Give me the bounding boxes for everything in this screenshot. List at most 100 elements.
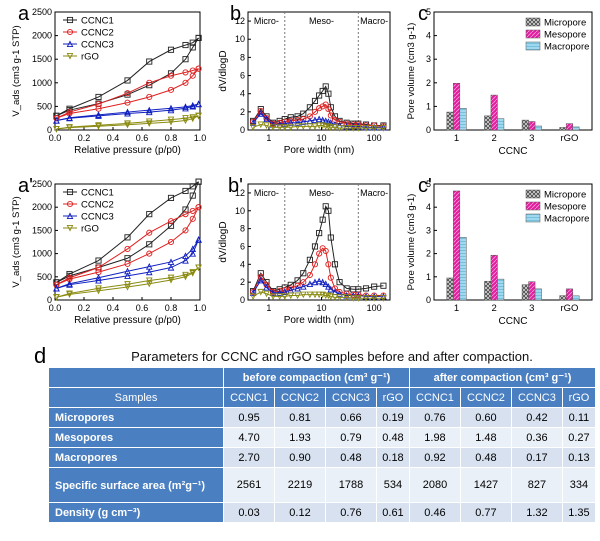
data-point <box>146 79 153 86</box>
table-cell: 0.61 <box>375 502 411 523</box>
y-axis-label: V_ads (cm3 g-1 STP) <box>11 25 22 116</box>
column-header-row: Samples CCNC1 CCNC2 CCNC3 rGO CCNC1 CCNC… <box>47 387 597 408</box>
category-label: 1 <box>454 133 459 144</box>
panel-a2-isotherm-after: a' 0 500 1000 1500 2000 2500 0.0 0.2 0.4 0.6 0.8 1.0… <box>11 175 206 326</box>
data-point <box>306 271 313 279</box>
bar-macropore <box>497 118 505 131</box>
data-point <box>249 289 257 296</box>
data-point <box>343 290 350 297</box>
row-label: Micropores <box>47 407 225 428</box>
data-point <box>299 123 307 130</box>
data-point <box>336 290 343 297</box>
data-point <box>124 267 131 275</box>
data-point <box>146 93 153 101</box>
legend-label: rGO <box>81 52 99 63</box>
table-caption: Parameters for CCNC and rGO samples befo… <box>131 349 533 364</box>
data-point <box>287 119 295 126</box>
data-point <box>380 282 387 289</box>
table-cell: 0.27 <box>561 427 597 448</box>
bar-mesopore <box>490 94 498 131</box>
legend-marker <box>66 212 74 220</box>
data-point <box>325 292 332 300</box>
category-label: 2 <box>492 303 497 314</box>
category-label: 3 <box>529 133 534 144</box>
data-point <box>182 252 189 259</box>
data-point <box>145 108 153 116</box>
data-point <box>263 122 270 130</box>
desorption-line-CCNC1 <box>56 37 199 117</box>
data-point <box>311 261 319 268</box>
data-point <box>380 125 387 132</box>
column-header: CCNC2 <box>459 387 512 408</box>
table-cell: 1.35 <box>561 502 597 523</box>
data-point <box>325 261 332 268</box>
column-header: CCNC1 <box>223 387 276 408</box>
data-point <box>167 194 175 201</box>
y-tick-label: 5 <box>426 179 431 189</box>
y-axis-label: dV/dlogD <box>218 50 229 91</box>
data-point <box>189 215 196 222</box>
data-point <box>281 293 289 301</box>
region-label: Macro- <box>360 188 388 198</box>
bar-macropore <box>534 125 542 131</box>
bar-mesopore <box>453 83 461 131</box>
table-cell: 2.70 <box>223 447 276 468</box>
data-point <box>294 284 301 292</box>
y-tick-label: 2 <box>240 107 245 117</box>
data-point <box>327 112 334 119</box>
legend-marker <box>66 188 74 196</box>
table-cell: 0.79 <box>324 427 377 448</box>
data-point <box>124 121 131 129</box>
legend-marker <box>66 52 74 60</box>
table-cell: 1.93 <box>274 427 326 448</box>
y-tick-label: 10 <box>235 206 245 216</box>
data-point <box>362 285 370 292</box>
table-cell: 0.46 <box>409 502 461 523</box>
panel-label: c' <box>418 175 432 197</box>
data-point <box>124 77 131 84</box>
bar-mesopore <box>565 123 573 131</box>
table-cell: 0.66 <box>324 407 377 428</box>
row-label: Density (g cm⁻³) <box>47 502 225 523</box>
table-cell: 0.81 <box>274 407 326 428</box>
y-tick-label: 2000 <box>32 202 52 212</box>
category-label: 2 <box>492 133 497 144</box>
data-point <box>257 110 265 117</box>
data-point <box>287 292 295 300</box>
data-point <box>146 58 153 65</box>
data-point <box>327 119 335 126</box>
data-point <box>287 124 295 131</box>
data-point <box>95 257 102 264</box>
x-tick-label: 0.6 <box>136 303 149 313</box>
table-row: Micropores 0.95 0.81 0.66 0.19 0.76 0.60… <box>47 407 597 428</box>
table-cell: 827 <box>510 467 563 503</box>
panel-label: b <box>230 3 241 25</box>
data-point <box>371 283 378 290</box>
data-point <box>263 115 270 123</box>
data-point <box>249 293 257 301</box>
legend-label: CCNC3 <box>81 212 114 223</box>
bar-macropore <box>534 288 542 301</box>
data-point <box>362 295 370 302</box>
x-tick-label: 0.0 <box>49 303 62 313</box>
data-point <box>182 211 189 218</box>
data-point <box>354 295 362 302</box>
data-point <box>311 116 319 124</box>
y-tick-label: 0 <box>47 125 52 135</box>
data-point <box>167 72 175 79</box>
data-point <box>195 112 202 120</box>
data-point <box>182 117 189 125</box>
data-point <box>124 108 131 116</box>
data-point <box>325 207 332 214</box>
data-point <box>182 69 189 76</box>
legend-marker <box>66 40 74 48</box>
data-point <box>195 204 202 211</box>
data-point <box>300 270 307 277</box>
data-point <box>195 264 202 272</box>
legend-label: CCNC3 <box>81 40 114 51</box>
category-label: 3 <box>529 303 534 314</box>
region-label: Meso- <box>309 188 334 198</box>
data-point <box>95 287 102 295</box>
x-axis-label: Pore width (nm) <box>284 145 355 156</box>
y-tick-label: 1000 <box>32 249 52 259</box>
